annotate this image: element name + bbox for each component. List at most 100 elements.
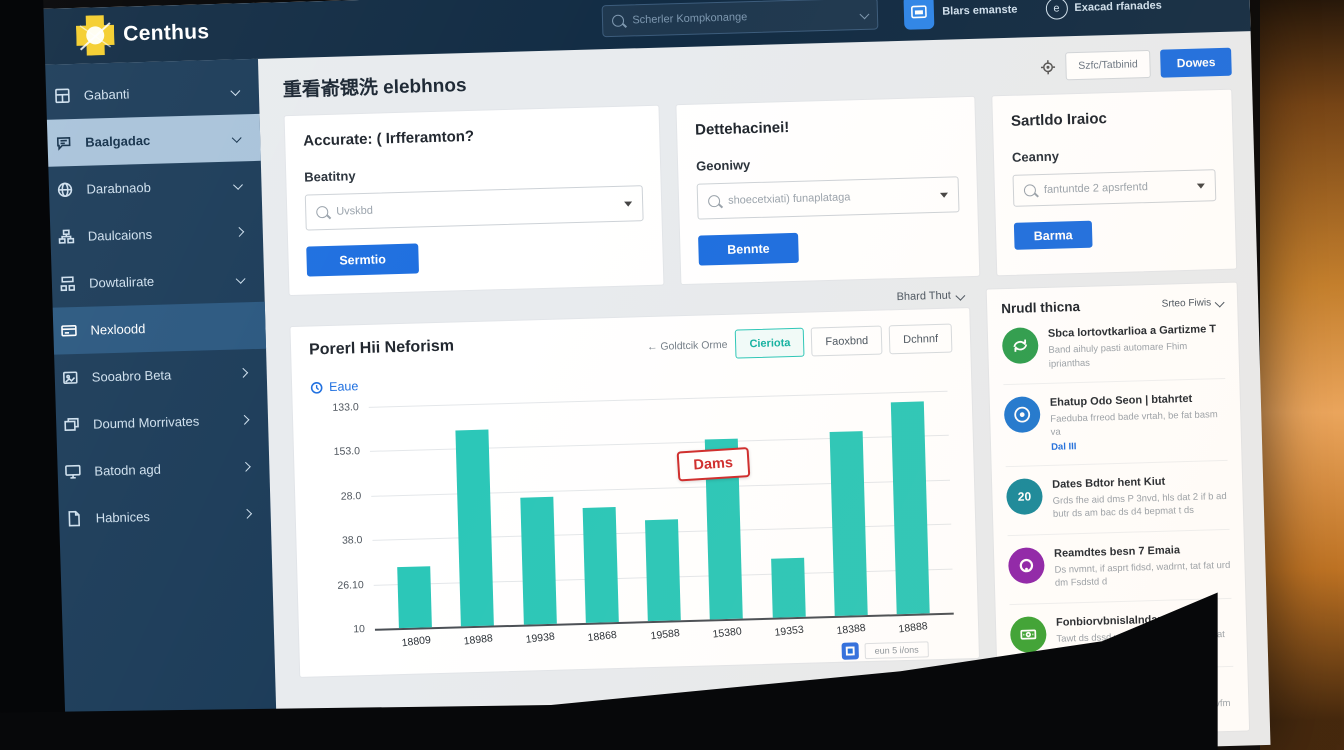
chevron-down-icon: [963, 668, 974, 679]
notification-title: Ruteahow Atarr | boato: [1057, 681, 1179, 698]
bar-19938[interactable]: [519, 496, 557, 625]
chevron-down-icon: [1214, 297, 1225, 308]
card-submit-button[interactable]: Barma: [1013, 220, 1093, 250]
image-icon: [62, 369, 79, 386]
page-title: 重看嵛锶洗 elebhnos: [282, 74, 467, 101]
sidebar-item-4[interactable]: Dowtalirate: [39, 255, 265, 308]
chart-plot-area: Dams 133.0 153.0 28.0 38.0 26.10 10: [332, 390, 954, 635]
notification-item-0[interactable]: Sbca lortovtkarlioa a Gartizme T Band ai…: [1001, 309, 1226, 386]
sidebar-item-label: Gabanti: [83, 86, 130, 103]
chevron-down-icon: [859, 8, 870, 19]
chart-filter-label: ← Goldtcik Orme: [646, 338, 728, 353]
x-axis-tick-label: 18388: [835, 621, 867, 638]
x-axis-tick-label: 18868: [587, 628, 618, 645]
bar-chart: Dams 133.0 153.0 28.0 38.0 26.10 10 18809 1898…: [311, 390, 955, 671]
sidebar: Gabanti Baalgadac Darabnaob Daulcaions D…: [33, 58, 278, 750]
notification-item-3[interactable]: Reamdtes besn 7 Emaia Ds nvmnt, if asprt…: [1007, 529, 1232, 605]
sidebar-item-label: Daulcaions: [87, 226, 153, 244]
sidebar-item-7[interactable]: Doumd Morrivates: [42, 396, 268, 449]
select-placeholder: fantuntde 2 apsrfentd: [1043, 181, 1149, 196]
app-screen: Centhus Scherler Kompkonange Blars emans…: [31, 0, 1271, 750]
chart-card: Porerl Hii Neforism ← Goldtcik Orme Cier…: [289, 307, 981, 678]
sidebar-item-5[interactable]: Nexloodd: [39, 301, 267, 356]
account-menu[interactable]: e Exacad rfanades: [1045, 0, 1162, 20]
search-icon: [316, 205, 329, 219]
card-title: Accurate: ( Irfferamton?: [303, 127, 475, 150]
badge20-icon: 20: [1005, 477, 1043, 515]
y-axis-tick-label: 133.0: [332, 401, 359, 414]
notifications-link[interactable]: Srteo Fiwis: [1162, 297, 1225, 310]
sidebar-item-9[interactable]: Habnices: [45, 490, 271, 543]
sidebar-item-6[interactable]: Sooabro Beta: [41, 349, 267, 402]
search-placeholder: Scherler Kompkonange: [632, 11, 748, 27]
notifications-list: Sbca lortovtkarlioa a Gartizme T Band ai…: [1001, 309, 1235, 733]
sidebar-item-2[interactable]: Darabnaob: [36, 161, 262, 214]
chart-save-link[interactable]: Eaue: [310, 379, 359, 394]
search-icon: [612, 14, 625, 27]
card-submit-button[interactable]: Bennte: [698, 232, 799, 266]
layers-icon: [63, 416, 80, 433]
chevron-down-icon: [955, 290, 966, 301]
alert-icon: [1011, 684, 1049, 722]
app-switcher[interactable]: Blars emanste: [903, 0, 1018, 30]
primary-action-button[interactable]: Dowes: [1160, 47, 1232, 78]
bar-18868[interactable]: [582, 507, 619, 623]
search-select[interactable]: shoecetxiati) funaplataga: [696, 176, 960, 220]
notification-item-2[interactable]: 20 Dates Bdtor hent Kiut Grds fhe aid dm…: [1005, 460, 1230, 536]
chart-tab-2[interactable]: Dchnnf: [888, 323, 953, 355]
settings-button[interactable]: Szfc/Tatbinid: [1064, 49, 1152, 81]
sidebar-item-8[interactable]: Batodn agd: [44, 443, 270, 496]
notification-item-4[interactable]: Fonbiorvbnislalndamar 7 Tawt ds dssd wt,…: [1009, 598, 1234, 674]
legend-icon: [841, 642, 859, 660]
sidebar-item-label: Habnices: [95, 509, 151, 526]
caret-down-icon: [1196, 182, 1205, 189]
chart-tab-1[interactable]: Faoxbnd: [811, 325, 883, 357]
bars-group: [369, 391, 954, 629]
x-axis-tick-label: 19938: [525, 630, 556, 646]
notification-link[interactable]: Dal III: [1050, 440, 1077, 453]
sidebar-item-0[interactable]: Gabanti: [33, 67, 259, 120]
bar-18809[interactable]: [397, 566, 432, 629]
org-icon: [58, 228, 75, 245]
notification-body: Ast vm ds b wts wvm, bdroervm wb dvfm: [1058, 697, 1231, 714]
chart-tab-0[interactable]: Cieriota: [735, 327, 805, 359]
y-axis-tick-label: 28.0: [340, 489, 362, 503]
sidebar-item-label: Dowtalirate: [88, 273, 155, 291]
sidebar-item-label: Batodn agd: [94, 461, 162, 479]
card-submit-button[interactable]: Sermtio: [306, 243, 420, 277]
sidebar-item-1[interactable]: Baalgadac: [34, 113, 261, 168]
bar-19353[interactable]: [770, 557, 806, 618]
bar-18988[interactable]: [455, 429, 495, 627]
caret-down-icon: [939, 192, 949, 198]
chat-icon: [55, 134, 72, 151]
chart-mini-legend[interactable]: eun 5 i/ons: [841, 640, 929, 660]
caret-down-icon: [624, 200, 633, 207]
y-axis-tick-label: 153.0: [333, 445, 361, 459]
gear-icon[interactable]: [1040, 59, 1055, 74]
bar-18888[interactable]: [890, 401, 930, 615]
notification-item-5[interactable]: Ruteahow Atarr | boato Ast vm ds b wts w…: [1011, 667, 1235, 733]
doc-icon: [65, 510, 82, 527]
brand-logo[interactable]: Centhus: [75, 12, 210, 56]
search-icon: [707, 195, 721, 208]
chevron-down-icon: [235, 273, 246, 284]
sun-logo-icon: [75, 15, 115, 56]
target-icon: [1003, 396, 1041, 434]
bar-18388[interactable]: [829, 431, 868, 616]
legend-label: eun 5 i/ons: [864, 640, 929, 659]
global-search-input[interactable]: Scherler Kompkonange: [601, 0, 879, 38]
field-label: Beatitny: [304, 168, 356, 185]
search-select[interactable]: fantuntde 2 apsrfentd: [1012, 169, 1217, 207]
search-select[interactable]: Uvskbd: [304, 185, 644, 231]
notification-item-1[interactable]: Ehatup Odo Seon | btahrtet Faeduba frreo…: [1003, 378, 1228, 467]
account-label: Exacad rfanades: [1074, 0, 1162, 15]
sidebar-item-3[interactable]: Daulcaions: [37, 208, 263, 261]
filter-card-0: Accurate: ( Irfferamton? Beatitny Uvskbd…: [283, 104, 665, 297]
account-icon: e: [1045, 0, 1068, 20]
refresh-icon: [310, 381, 323, 394]
sidebar-item-label: Nexloodd: [90, 321, 146, 338]
x-axis-tick-label: 18809: [401, 634, 432, 650]
sidebar-item-label: Baalgadac: [85, 132, 151, 150]
bar-19588[interactable]: [644, 519, 681, 622]
notification-title: Ehatup Odo Seon | btahrtet: [1049, 392, 1193, 409]
